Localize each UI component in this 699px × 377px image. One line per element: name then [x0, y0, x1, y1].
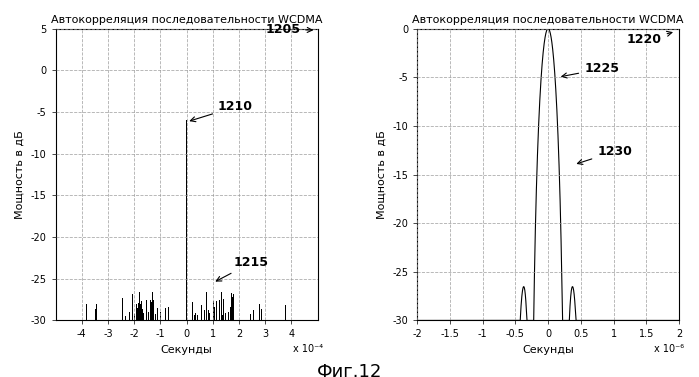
Text: 1205: 1205 — [265, 23, 312, 36]
X-axis label: Секунды: Секунды — [522, 345, 574, 355]
Y-axis label: Мощность в дБ: Мощность в дБ — [15, 130, 25, 219]
Text: 1225: 1225 — [562, 62, 619, 78]
Text: 1215: 1215 — [216, 256, 268, 281]
Title: Автокорреляция последовательности WCDMA: Автокорреляция последовательности WCDMA — [412, 15, 684, 25]
Text: 1230: 1230 — [577, 145, 632, 164]
Text: Фиг.12: Фиг.12 — [317, 363, 382, 377]
Title: Автокорреляция последовательности WCDMA: Автокорреляция последовательности WCDMA — [51, 15, 322, 25]
Text: x 10⁻⁴: x 10⁻⁴ — [293, 344, 323, 354]
Text: 1220: 1220 — [627, 31, 672, 46]
Text: x 10⁻⁶: x 10⁻⁶ — [654, 344, 684, 354]
X-axis label: Секунды: Секунды — [161, 345, 212, 355]
Text: 1210: 1210 — [190, 100, 253, 122]
Y-axis label: Мощность в дБ: Мощность в дБ — [377, 130, 387, 219]
